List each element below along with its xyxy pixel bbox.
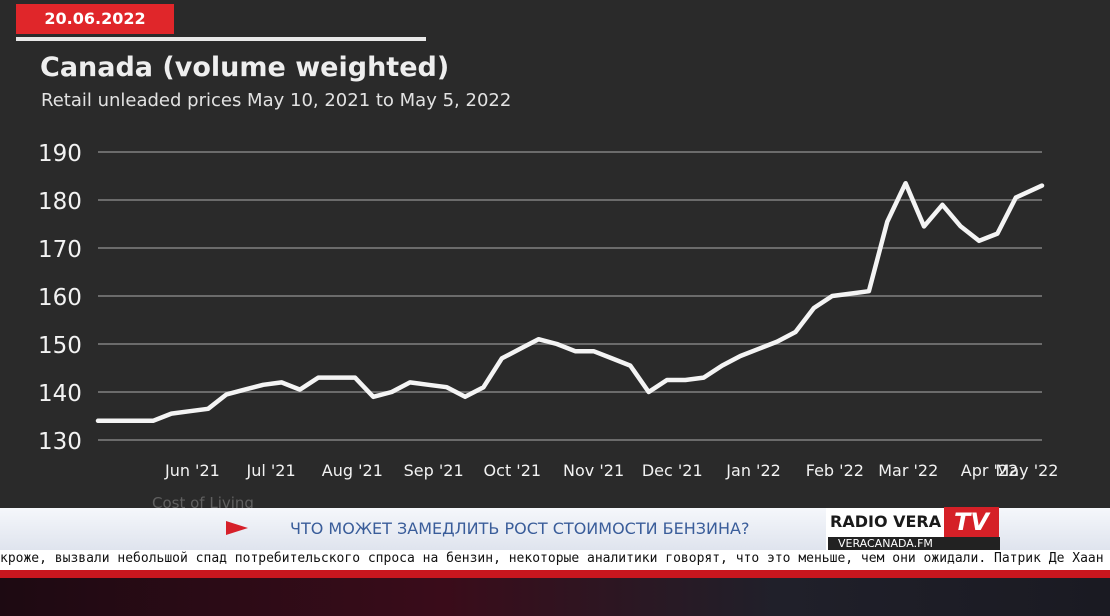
- x-tick-label: Jan '22: [725, 461, 781, 480]
- y-tick-label: 180: [38, 189, 82, 215]
- logo-text: RADIO VERA: [830, 512, 942, 531]
- x-tick-label: Apr '22: [961, 461, 1019, 480]
- headline-text: ЧТО МОЖЕТ ЗАМЕДЛИТЬ РОСТ СТОИМОСТИ БЕНЗИ…: [290, 519, 750, 538]
- logo-tv-badge: TV: [944, 507, 999, 538]
- x-tick-label: Nov '21: [563, 461, 624, 480]
- y-tick-label: 130: [38, 429, 82, 455]
- x-tick-label: Jul '21: [245, 461, 295, 480]
- red-stripe: [0, 570, 1110, 578]
- logo-url-bar: [828, 537, 1000, 550]
- news-ticker: кроже, вызвали небольшой спад потребител…: [0, 550, 1110, 570]
- y-tick-label: 190: [38, 141, 82, 167]
- y-tick-label: 140: [38, 381, 82, 407]
- bottom-background: [0, 578, 1110, 616]
- ticker-text: кроже, вызвали небольшой спад потребител…: [0, 551, 1110, 566]
- y-tick-label: 150: [38, 333, 82, 359]
- chart-title: Canada (volume weighted): [40, 52, 450, 83]
- arrow-icon: [226, 521, 248, 535]
- x-tick-label: Feb '22: [806, 461, 864, 480]
- y-tick-label: 170: [38, 237, 82, 263]
- x-tick-label: Jun '21: [164, 461, 220, 480]
- date-badge: 20.06.2022: [16, 4, 174, 34]
- chart-footnote: Cost of Living: [152, 494, 254, 512]
- price-line: [95, 180, 1045, 424]
- x-tick-label: Aug '21: [322, 461, 383, 480]
- x-tick-label: Oct '21: [484, 461, 542, 480]
- x-tick-label: May '22: [996, 461, 1059, 480]
- x-tick-label: Sep '21: [404, 461, 464, 480]
- title-rule: [16, 37, 426, 41]
- y-tick-label: 160: [38, 285, 82, 311]
- x-tick-label: Mar '22: [878, 461, 938, 480]
- logo-url: VERACANADA.FM: [838, 537, 933, 550]
- x-tick-label: Dec '21: [642, 461, 703, 480]
- chart-subtitle: Retail unleaded prices May 10, 2021 to M…: [41, 90, 512, 111]
